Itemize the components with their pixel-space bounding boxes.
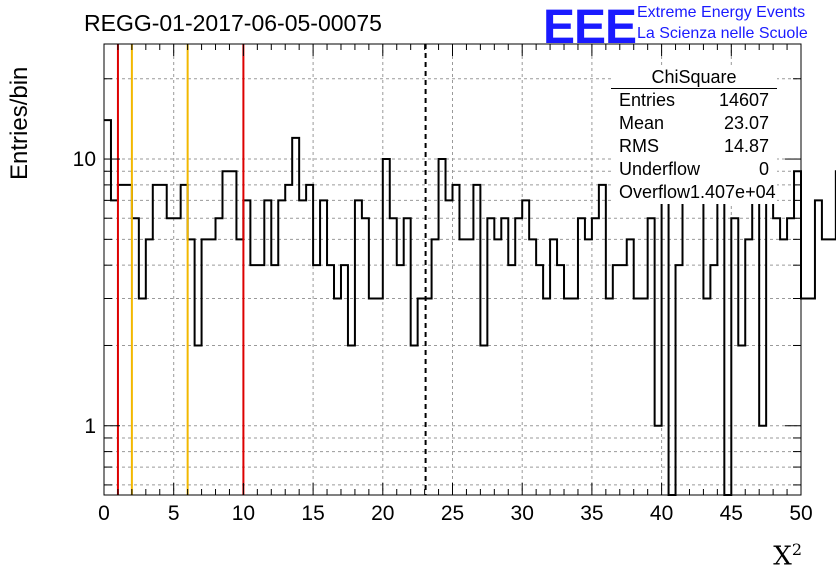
x-tick-label: 35 — [580, 502, 603, 525]
stats-value: 23.07 — [723, 113, 769, 133]
stats-value: 0 — [758, 159, 769, 179]
x-tick-label: 15 — [301, 502, 324, 525]
stats-row-rms: RMS 14.87 — [611, 135, 777, 158]
stats-label: Underflow — [619, 159, 701, 179]
stats-title: ChiSquare — [611, 66, 777, 89]
x-tick-label: 45 — [720, 502, 743, 525]
stats-value: 1.407e+04 — [690, 182, 776, 202]
stats-label: Mean — [619, 113, 665, 133]
x-tick-label: 40 — [650, 502, 673, 525]
y-tick-label: 10 — [73, 148, 96, 171]
stats-label: Entries — [619, 90, 676, 110]
x-tick-label: 0 — [98, 502, 110, 525]
y-tick-label: 1 — [84, 415, 96, 438]
x-tick-label: 5 — [168, 502, 180, 525]
x-tick-label: 30 — [511, 502, 534, 525]
x-tick-label: 50 — [789, 502, 812, 525]
eee-logo-line-1: Extreme Energy Events — [637, 4, 806, 21]
x-tick-label: 25 — [441, 502, 464, 525]
eee-logo-line-2: La Scienza nelle Scuole — [637, 25, 808, 42]
stats-row-mean: Mean 23.07 — [611, 112, 777, 135]
stats-row-overflow: Overflow 1.407e+04 — [611, 181, 777, 204]
chart-title: REGG-01-2017-06-05-00075 — [84, 10, 382, 36]
x-axis-label: X2 — [773, 540, 802, 572]
x-tick-label: 10 — [232, 502, 255, 525]
stats-label: Overflow — [619, 182, 691, 202]
y-axis-label: Entries/bin — [6, 66, 33, 180]
stats-row-entries: Entries 14607 — [611, 89, 777, 112]
stats-label: RMS — [619, 136, 659, 156]
stats-value: 14607 — [718, 90, 769, 110]
stats-value: 14.87 — [723, 136, 769, 156]
histogram-series — [104, 119, 836, 496]
x-tick-label: 20 — [371, 502, 394, 525]
eee-logo: EEE — [543, 1, 637, 54]
stats-row-underflow: Underflow 0 — [611, 158, 777, 181]
stats-box: ChiSquare Entries 14607 Mean 23.07 RMS 1… — [611, 66, 777, 204]
